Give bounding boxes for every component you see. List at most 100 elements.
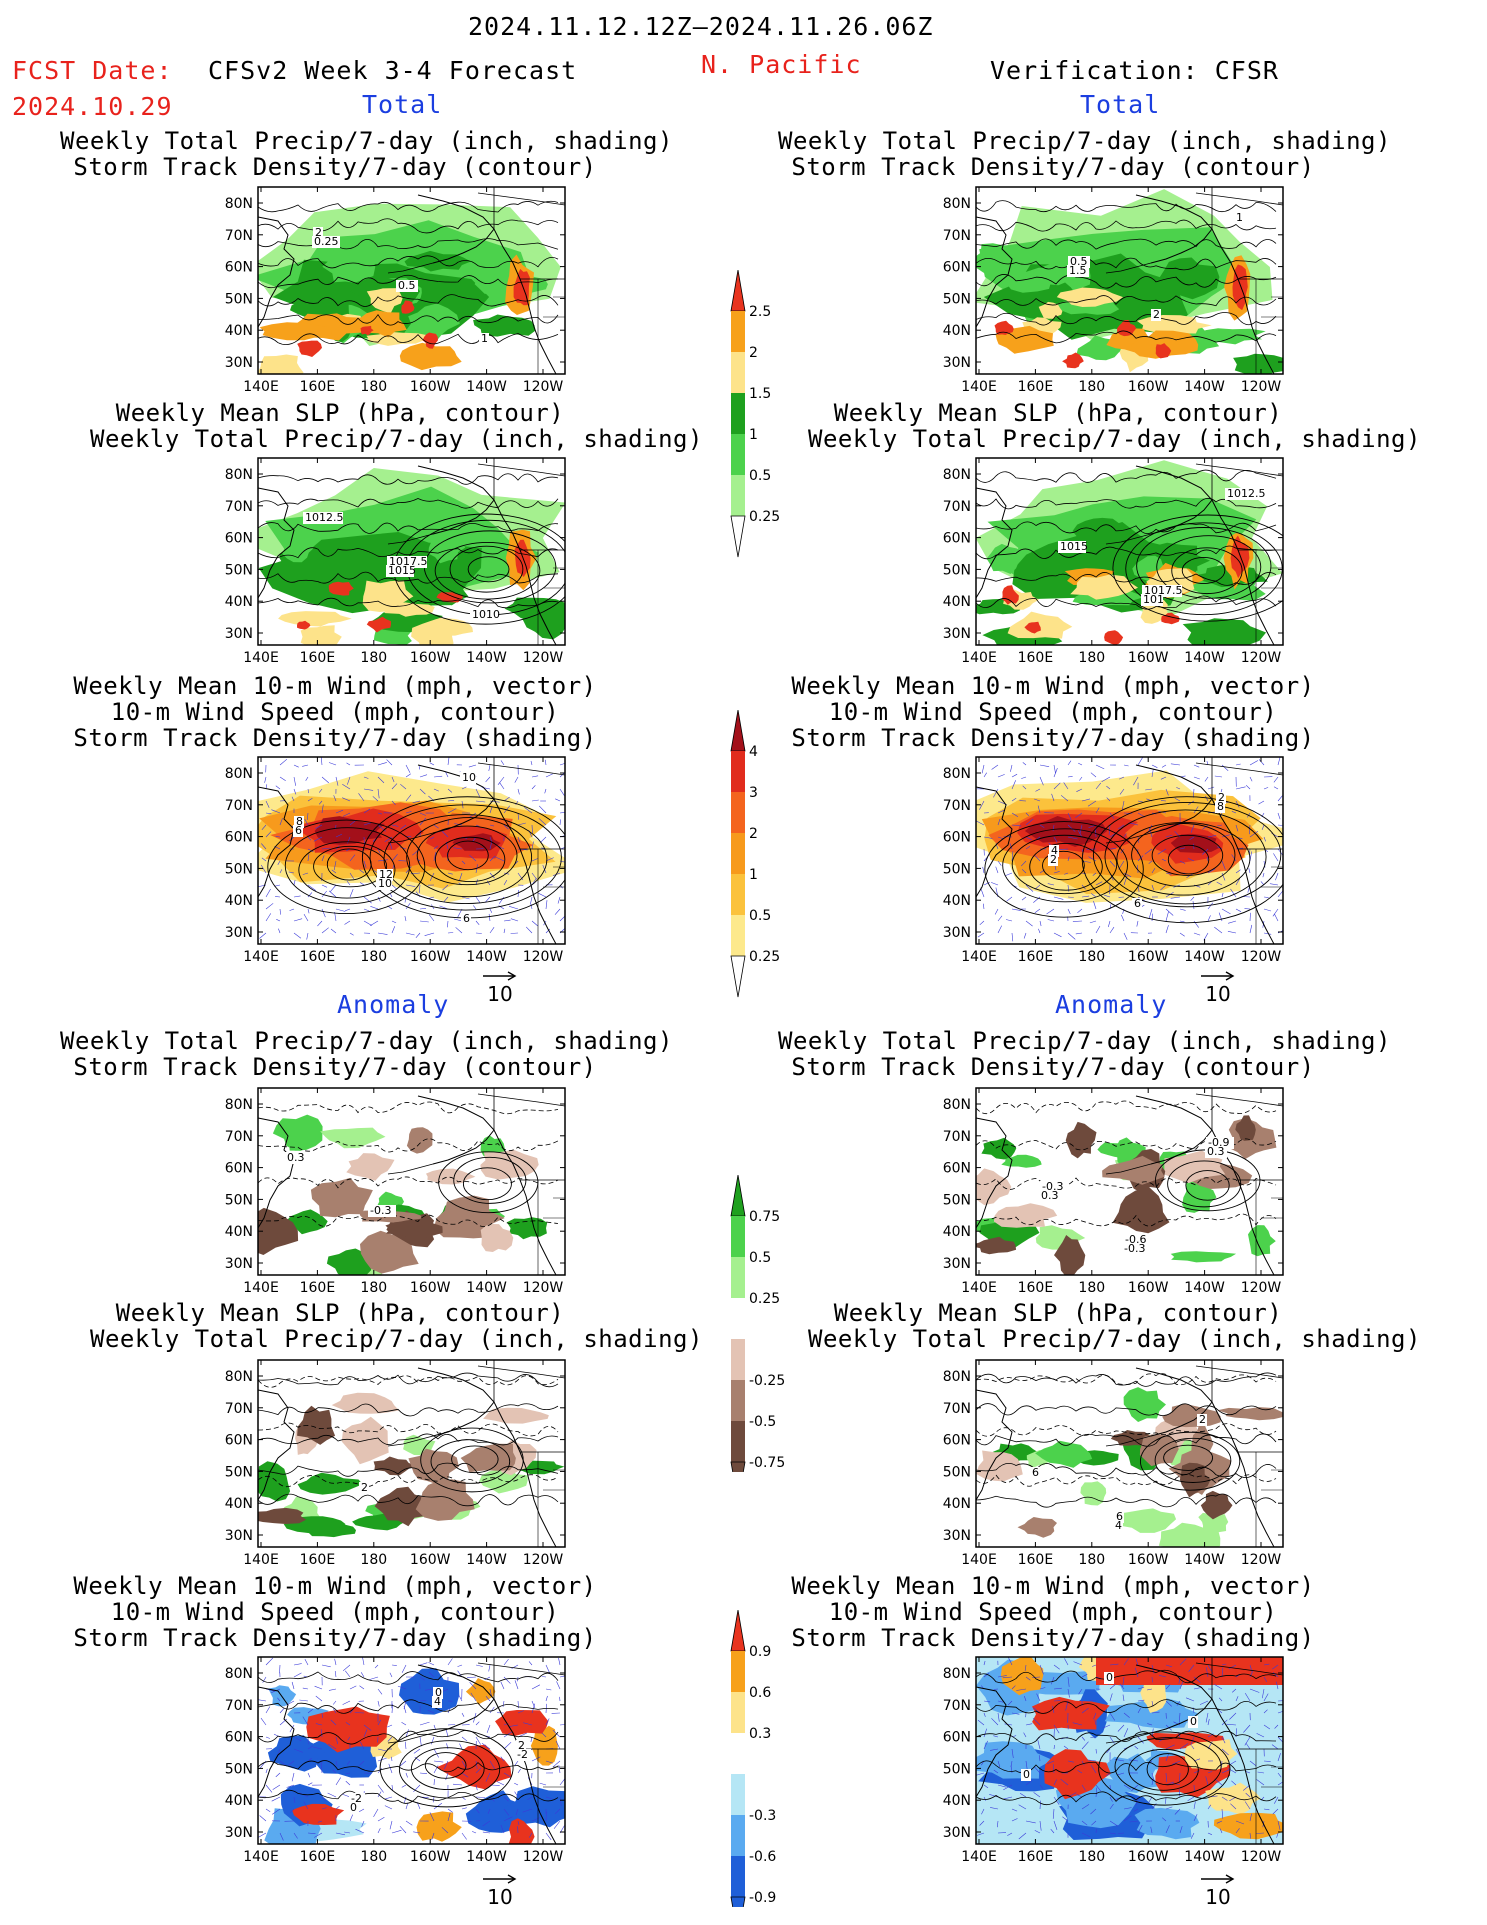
colorbar-swatch [731, 1815, 745, 1856]
lon-tick-label: 160E [300, 949, 336, 965]
colorbar-swatch [730, 955, 746, 998]
lon-tick-label: 140E [961, 379, 997, 395]
lon-tick-label: 160W [1128, 949, 1169, 965]
lat-tick-label: 60N [225, 260, 253, 276]
lon-tick-label: 140W [466, 1552, 507, 1568]
map-panel-12: 0 0 0 80N 70N 60N 50N 40N 30N 140E 160E 180 160W 140W… [916, 1647, 1303, 1874]
lon-tick-label: 120W [1241, 949, 1282, 965]
lon-tick-label: 140W [1184, 379, 1225, 395]
map-panel-4: 1017.5 1012.5 1015 101 80N 70N 60N 50N 40N 30N 140… [916, 448, 1303, 675]
lat-tick-label: 40N [943, 1224, 971, 1240]
svg-text:-0.3: -0.3 [370, 1204, 391, 1217]
lat-tick-label: 40N [225, 1793, 253, 1809]
contour-label: 6 [1132, 897, 1142, 910]
lon-tick-label: 120W [523, 1849, 564, 1865]
svg-text:0.3: 0.3 [287, 1151, 305, 1164]
svg-text:1017.5: 1017.5 [389, 555, 428, 568]
lat-tick-label: 30N [225, 355, 253, 371]
svg-text:0: 0 [350, 1801, 357, 1814]
colorbar-swatch [731, 352, 745, 393]
colorbar-swatch [731, 1733, 745, 1774]
colorbar-swatch [731, 915, 745, 956]
panel-title-8: Weekly Total Precip/7-day (inch, shading… [778, 1027, 1391, 1081]
lon-tick-label: 160E [1018, 379, 1054, 395]
svg-text:-0.9: -0.9 [1208, 1136, 1229, 1149]
map-panel-10: 6 2 6 4 80N 70N 60N 50N 40N 30N 140E 160E 180 160W 140… [916, 1350, 1303, 1577]
lat-tick-label: 40N [943, 1793, 971, 1809]
colorbar-swatch [731, 1216, 745, 1257]
lon-tick-label: 160E [1018, 1280, 1054, 1296]
contour-label: 2 [313, 226, 323, 239]
lon-tick-label: 180 [360, 1280, 387, 1296]
contour-label: 10 [376, 877, 392, 890]
lon-tick-label: 160E [300, 1552, 336, 1568]
lat-tick-label: 50N [225, 291, 253, 307]
lat-tick-label: 80N [943, 196, 971, 212]
svg-text:0: 0 [435, 1686, 442, 1699]
fcst-date: 2024.10.29 [12, 92, 173, 121]
colorbar-label: 0.25 [749, 509, 780, 525]
svg-text:0: 0 [1106, 1671, 1113, 1684]
lat-tick-label: 70N [225, 1401, 253, 1417]
colorbar-swatch [731, 434, 745, 475]
vector-reference-3: 10 [480, 1865, 520, 1909]
lon-tick-label: 160W [410, 650, 451, 666]
colorbar-precip-anomaly: 0.75 0.5 0.25 -0.25 -0.5 -0.75 [723, 1175, 803, 1472]
lat-tick-label: 40N [943, 594, 971, 610]
svg-text:8: 8 [1217, 800, 1224, 813]
lat-tick-label: 80N [943, 1369, 971, 1385]
lon-tick-label: 160W [1128, 1849, 1169, 1865]
lon-tick-label: 140W [1184, 650, 1225, 666]
lat-tick-label: 50N [225, 1761, 253, 1777]
svg-text:2: 2 [518, 1739, 525, 1752]
lat-tick-label: 50N [943, 1761, 971, 1777]
svg-text:2: 2 [1050, 853, 1057, 866]
svg-text:4: 4 [1115, 1519, 1122, 1532]
lat-tick-label: 60N [943, 1730, 971, 1746]
lon-tick-label: 120W [1241, 379, 1282, 395]
lat-tick-label: 40N [225, 594, 253, 610]
svg-text:-0.6: -0.6 [1125, 1233, 1146, 1246]
lon-tick-label: 140E [243, 1552, 279, 1568]
lon-tick-label: 120W [1241, 650, 1282, 666]
colorbar-label: -0.75 [749, 1455, 785, 1471]
map-panel-3: 1017.5 1010 1012.5 1015 80N 70N 60N 50N 40N 30N 14… [198, 448, 585, 675]
lat-tick-label: 80N [225, 196, 253, 212]
contour-label: 6 [1114, 1510, 1124, 1523]
contour-label: 10 [460, 771, 476, 784]
lat-tick-label: 60N [225, 1161, 253, 1177]
colorbar-swatch [731, 874, 745, 915]
lon-tick-label: 140E [961, 1280, 997, 1296]
lat-tick-label: 30N [225, 1256, 253, 1272]
lat-tick-label: 40N [943, 1496, 971, 1512]
lat-tick-label: 70N [225, 1698, 253, 1714]
contour-label: 4 [1113, 1519, 1123, 1532]
lon-tick-label: 140E [243, 650, 279, 666]
lon-tick-label: 160E [1018, 1552, 1054, 1568]
map-panel-11: 0 2 -2 4 -2 0 80N 70N 60N 50N 40N 30N 140E 160E 180 160… [198, 1647, 585, 1874]
lat-tick-label: 60N [225, 1730, 253, 1746]
contour-label: 6 [1030, 1466, 1040, 1479]
lat-tick-label: 30N [225, 1825, 253, 1841]
colorbar-swatch [731, 1339, 745, 1380]
lon-tick-label: 160W [1128, 1280, 1169, 1296]
lon-tick-label: 140W [1184, 1849, 1225, 1865]
colorbar-label: 0.5 [749, 468, 771, 484]
colorbar-swatch [730, 710, 746, 752]
lon-tick-label: 160W [410, 1280, 451, 1296]
colorbar-swatch [731, 311, 745, 352]
contour-label: -0.3 [368, 1204, 396, 1217]
colorbar-label: 1 [749, 867, 758, 883]
map-panel-9: 2 80N 70N 60N 50N 40N 30N 140E 160E 180 160W 140W 12… [198, 1350, 585, 1577]
colorbar-swatch [731, 1856, 745, 1897]
svg-text:2: 2 [1218, 791, 1225, 804]
lon-tick-label: 140W [466, 1280, 507, 1296]
lon-tick-label: 180 [1078, 379, 1105, 395]
region-title: N. Pacific [701, 50, 862, 79]
contour-label: 2 [1197, 1413, 1207, 1426]
colorbar-label: 0.5 [749, 908, 771, 924]
lon-tick-label: 180 [360, 949, 387, 965]
colorbar-label: 0.3 [749, 1726, 771, 1742]
lat-tick-label: 30N [943, 1528, 971, 1544]
contour-label: 0.5 [396, 279, 418, 292]
